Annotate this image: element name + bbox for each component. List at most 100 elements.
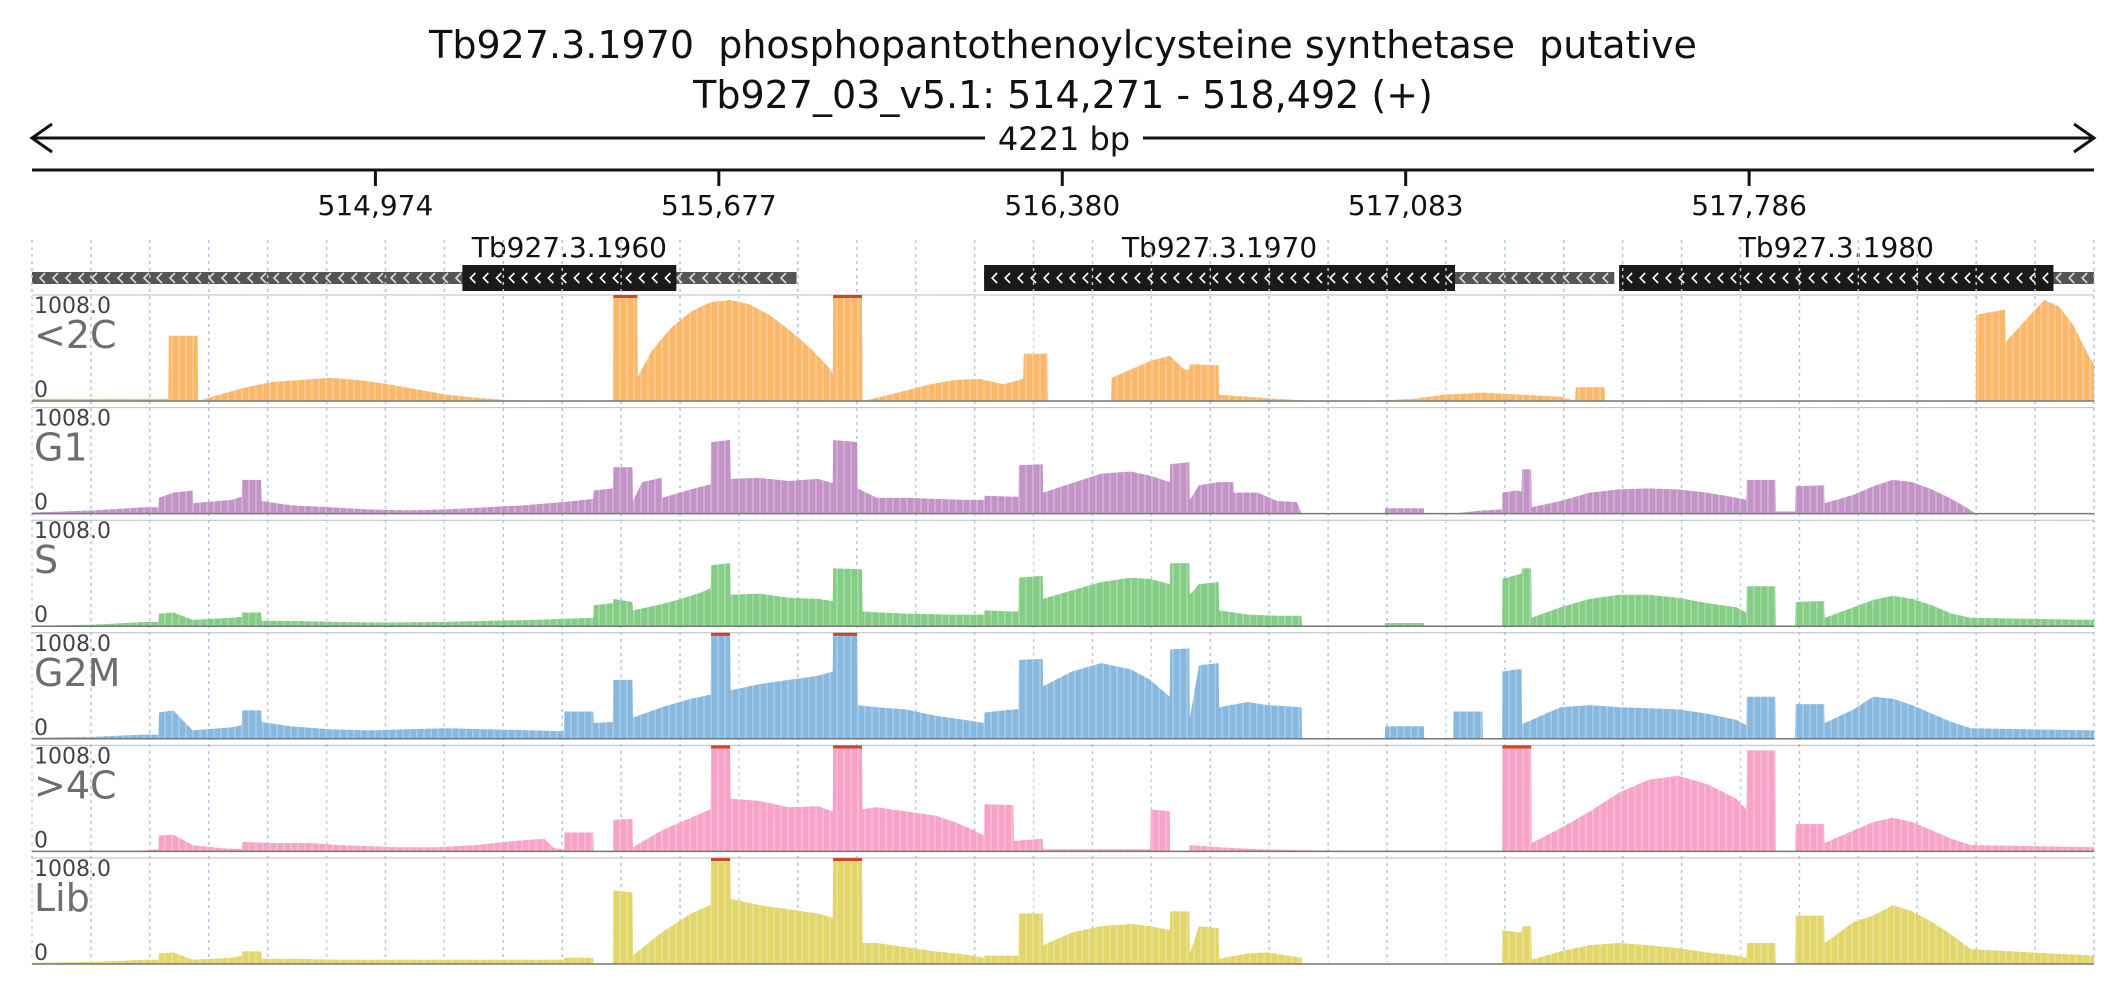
gene-cds-bar-1: [984, 265, 1456, 291]
track-ymax-label-3: 1008.0: [34, 632, 111, 657]
gene-1-cds-chevron-icon-4: [1042, 272, 1050, 284]
gene-0-cds-chevron-icon-11: [612, 272, 619, 284]
gene-0-cds-chevron-icon-4: [521, 272, 528, 284]
gene-1-cds-chevron-icon-0: [990, 272, 998, 284]
bar-texture-5: [31, 858, 2091, 964]
track-0: 1008.0 0 <2C: [31, 294, 2094, 403]
gene-2-cds-chevron-icon-17: [1847, 272, 1854, 284]
clip-marker-4-39: [833, 745, 862, 749]
gene-2-cds-chevron-icon-25: [1951, 272, 1958, 284]
track-4: 1008.0 0 >4C: [31, 744, 2094, 853]
track-name-label-1: G1: [34, 426, 88, 470]
gene-0-utr-chevron-icon-21: [311, 272, 319, 284]
clip-marker-4-32: [711, 745, 731, 749]
gene-0-utr-chevron-icon-12: [194, 272, 202, 284]
gene-2-cds-chevron-icon-8: [1730, 272, 1737, 284]
gene-2-cds-chevron-icon-5: [1691, 272, 1698, 284]
gene-2-cds-chevron-icon-31: [2029, 272, 2036, 284]
gene-0-utr-chevron-icon-51: [701, 272, 709, 284]
gene-1-utr-chevron-icon-43: [1549, 272, 1557, 284]
track-name-label-0: <2C: [34, 313, 117, 357]
track-3: 1008.0 0 G2M: [31, 632, 2094, 741]
coverage-tracks: 1008.00<2C1008.00G11008.00S1008.00G2M100…: [31, 294, 2094, 966]
gene-1: Tb927.3.1970: [984, 231, 1615, 291]
gene-0-cds-chevron-icon-15: [664, 272, 671, 284]
track-ymax-label-2: 1008.0: [34, 519, 111, 544]
gene-2-cds-chevron-icon-11: [1769, 272, 1776, 284]
gene-label-0: Tb927.3.1960: [471, 231, 667, 264]
axis-tick-label-2: 516,380: [1004, 189, 1120, 222]
gene-1-cds-chevron-icon-15: [1185, 272, 1193, 284]
track-name-label-4: >4C: [34, 763, 117, 807]
clip-marker-5-31: [711, 858, 731, 861]
gene-2-cds-chevron-icon-22: [1912, 272, 1919, 284]
axis-tick-label-3: 517,083: [1348, 189, 1464, 222]
gene-1-utr-chevron-icon-40: [1510, 272, 1518, 284]
track-ymax-label-5: 1008.0: [34, 857, 111, 882]
gene-1-cds-chevron-icon-26: [1328, 272, 1336, 284]
gene-1-cds-chevron-icon-20: [1250, 272, 1258, 284]
clip-marker-0-34: [833, 295, 862, 298]
gene-2-cds-chevron-icon-26: [1964, 272, 1971, 284]
coverage-area-4: [32, 745, 2094, 852]
gene-1-cds-chevron-icon-1: [1003, 272, 1011, 284]
track-ymax-label-4: 1008.0: [34, 744, 111, 769]
gene-0-cds-chevron-icon-9: [586, 272, 593, 284]
gene-1-cds-chevron-icon-18: [1224, 272, 1232, 284]
gene-0-utr-chevron-icon-19: [285, 272, 293, 284]
gene-0-utr-chevron-icon-32: [454, 272, 462, 284]
track-ymin-label-5: 0: [34, 941, 48, 966]
gene-0-cds-chevron-icon-12: [625, 272, 632, 284]
arrowhead-right-icon: [2073, 122, 2097, 154]
coverage-area-0: [32, 295, 2094, 401]
gene-2-cds-chevron-icon-18: [1860, 272, 1867, 284]
coverage-area-5: [32, 858, 2094, 964]
gene-1-cds-chevron-icon-35: [1445, 272, 1453, 284]
bar-texture-3: [31, 632, 2091, 739]
gene-1-cds-chevron-icon-13: [1159, 272, 1167, 284]
gene-2-cds-chevron-icon-23: [1925, 272, 1932, 284]
gene-1-cds-chevron-icon-27: [1341, 272, 1349, 284]
bar-texture-4: [31, 745, 2091, 852]
gene-2-cds-chevron-icon-2: [1652, 272, 1659, 284]
gene-0-utr-chevron-icon-4: [90, 272, 98, 284]
gene-2-utr-chevron-icon-34: [2068, 272, 2075, 284]
gene-1-utr-chevron-icon-46: [1588, 272, 1596, 284]
gene-0-cds-chevron-icon-7: [560, 272, 567, 284]
clip-marker-4-65: [1502, 745, 1532, 749]
gene-1-cds-chevron-icon-6: [1068, 272, 1076, 284]
chart-subtitle: Tb927_03_v5.1: 514,271 - 518,492 (+): [692, 73, 1433, 117]
gene-2-cds-chevron-icon-1: [1639, 272, 1646, 284]
gene-0-utr-chevron-icon-28: [402, 272, 410, 284]
gene-1-cds-chevron-icon-29: [1367, 272, 1375, 284]
gene-1-cds-chevron-icon-14: [1172, 272, 1180, 284]
gene-1-utr-chevron-icon-38: [1484, 272, 1492, 284]
gene-0-cds-chevron-icon-3: [508, 272, 515, 284]
gene-0-utr-chevron-icon-49: [675, 272, 683, 284]
gene-0-utr-chevron-icon-16: [246, 272, 254, 284]
gene-2-cds-chevron-icon-24: [1938, 272, 1945, 284]
track-name-label-2: S: [34, 538, 58, 582]
span-label: 4221 bp: [998, 120, 1130, 158]
gene-1-utr-chevron-icon-41: [1523, 272, 1531, 284]
track-name-label-3: G2M: [34, 651, 120, 695]
track-ymin-label-3: 0: [34, 716, 48, 741]
clip-marker-3-32: [711, 632, 731, 636]
gene-0-utr-chevron-icon-20: [298, 272, 306, 284]
gene-2-cds-chevron-icon-21: [1899, 272, 1906, 284]
track-ymax-label-0: 1008.0: [34, 294, 111, 319]
gene-2-cds-chevron-icon-20: [1886, 272, 1893, 284]
gene-cds-bar-0: [462, 265, 677, 291]
gene-1-cds-chevron-icon-7: [1081, 272, 1089, 284]
gene-2-cds-chevron-icon-29: [2003, 272, 2010, 284]
gene-0-cds-chevron-icon-13: [638, 272, 645, 284]
gene-2: Tb927.3.1980: [1619, 231, 2094, 291]
gene-1-utr-chevron-icon-37: [1471, 272, 1479, 284]
gene-1-cds-chevron-icon-34: [1432, 272, 1440, 284]
gene-0-utr-chevron-icon-6: [116, 272, 124, 284]
coverage-area-2: [32, 563, 2094, 627]
gene-0-cds-chevron-icon-1: [482, 272, 489, 284]
gene-2-cds-chevron-icon-0: [1626, 272, 1633, 284]
gene-cds-bar-2: [1619, 265, 2054, 291]
gene-label-1: Tb927.3.1970: [1121, 231, 1317, 264]
